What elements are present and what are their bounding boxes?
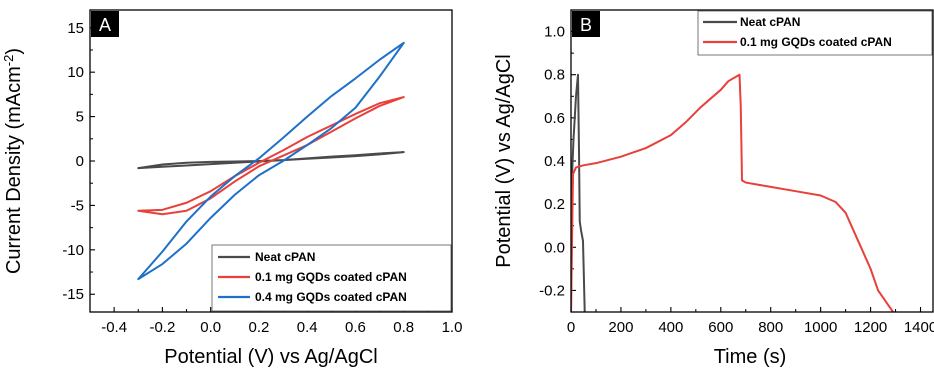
panel-b-y-tick-label: 0.2 bbox=[544, 196, 565, 213]
panel-b-y-tick-label: -0.2 bbox=[539, 282, 565, 299]
panel-a-label: A bbox=[99, 15, 111, 35]
panel-b-legend-label-neat-cpan: Neat cPAN bbox=[740, 15, 800, 29]
panel-a-tick-labels-y: -15 -10 -5 0 5 10 15 bbox=[62, 20, 84, 303]
panel-b-y-tick-label: 0.4 bbox=[544, 153, 565, 170]
panel-a-series-line-2 bbox=[137, 41, 405, 281]
panel-a-y-tick-label: 10 bbox=[67, 64, 84, 81]
panel-a-y-tick-label: -5 bbox=[71, 197, 84, 214]
panel-a-series-line-0 bbox=[137, 151, 405, 170]
panel-a-y-tick-label: 15 bbox=[67, 20, 84, 37]
panel-b-plot-frame bbox=[570, 9, 934, 313]
panel-a-y-axis-label-close: ) bbox=[3, 48, 25, 55]
panel-b-x-axis-label: Time (s) bbox=[714, 346, 787, 368]
panel-a-y-tick-label: 5 bbox=[76, 109, 84, 126]
panel-a-x-tick-label: 0.2 bbox=[249, 319, 270, 336]
panel-a-tick-labels-x: -0.4 -0.2 0.0 0.2 0.4 0.6 0.8 1.0 bbox=[101, 319, 462, 336]
panel-a-y-tick-label: -10 bbox=[62, 242, 84, 259]
panel-a-x-tick-label: 0.6 bbox=[345, 319, 366, 336]
panel-a-x-tick-label: 0.8 bbox=[393, 319, 414, 336]
panel-a-series-lines bbox=[137, 41, 405, 281]
panel-b-legend-box bbox=[697, 10, 933, 56]
panel-a-x-tick-label: 0.4 bbox=[297, 319, 318, 336]
panel-a-x-tick-label: 1.0 bbox=[442, 319, 463, 336]
panel-b-x-tick-label: 200 bbox=[608, 319, 633, 336]
panel-b-y-tick-label: 0.8 bbox=[544, 67, 565, 84]
panel-b-x-tick-label: 600 bbox=[708, 319, 733, 336]
panel-b-label: B bbox=[580, 15, 592, 35]
panel-b-series-line-0 bbox=[571, 73, 586, 312]
panel-a-y-axis-label-superscript: -2 bbox=[1, 55, 16, 67]
panel-a-y-axis-label: Current Density (mAcm-2) bbox=[1, 48, 25, 274]
panel-a-legend-label-neat-cpan: Neat cPAN bbox=[255, 250, 315, 264]
panel-a-legend-label-0-1-mg: 0.1 mg GQDs coated cPAN bbox=[255, 270, 407, 284]
panel-b-tick-labels-x: 0 200 400 600 800 1000 1200 1400 bbox=[567, 319, 934, 336]
panel-a-legend-box bbox=[211, 244, 452, 312]
panel-b-label-background bbox=[572, 11, 600, 37]
panel-b-ticks bbox=[570, 31, 922, 312]
panel-b-x-tick-label: 1400 bbox=[904, 319, 934, 336]
panel-a-x-tick-label: 0.0 bbox=[200, 319, 221, 336]
panel-a-x-tick-label: -0.4 bbox=[101, 319, 127, 336]
panel-b-tick-labels-y: -0.2 0.0 0.2 0.4 0.6 0.8 1.0 bbox=[539, 24, 565, 300]
panel-a-legend-label-0-4-mg: 0.4 mg GQDs coated cPAN bbox=[255, 290, 407, 304]
panel-a-label-badge: A bbox=[91, 11, 119, 37]
panel-b-y-tick-label: 0.6 bbox=[544, 110, 565, 127]
panel-a: -15 -10 -5 0 5 10 15 -0.4 -0.2 0.0 0.2 0.4 0.6 0.8 1.… bbox=[1, 9, 462, 368]
panel-b: -0.2 0.0 0.2 0.4 0.6 0.8 1.0 0 200 400 600 800 1000… bbox=[493, 9, 934, 368]
panel-b-y-tick-label: 1.0 bbox=[544, 24, 565, 41]
panel-b-legend-label-0-1-mg: 0.1 mg GQDs coated cPAN bbox=[740, 35, 892, 49]
panel-b-series-line-1 bbox=[571, 73, 895, 312]
panel-a-x-tick-label: -0.2 bbox=[149, 319, 175, 336]
panel-b-y-tick-label: 0.0 bbox=[544, 239, 565, 256]
panel-b-x-tick-label: 1200 bbox=[854, 319, 887, 336]
panel-a-y-tick-label: 0 bbox=[76, 153, 84, 170]
panel-b-x-tick-label: 400 bbox=[658, 319, 683, 336]
panel-b-x-tick-label: 1000 bbox=[804, 319, 837, 336]
panel-b-label-badge: B bbox=[572, 11, 600, 37]
panel-b-x-tick-label: 0 bbox=[567, 319, 575, 336]
panel-a-y-axis-label-main: Current Density (mAcm bbox=[3, 66, 25, 274]
panel-b-series-lines bbox=[571, 73, 895, 312]
panel-a-label-background bbox=[91, 11, 119, 37]
panel-a-legend: Neat cPAN 0.1 mg GQDs coated cPAN 0.4 mg… bbox=[211, 244, 452, 312]
panel-a-y-tick-label: -15 bbox=[62, 286, 84, 303]
panel-a-plot-frame bbox=[89, 9, 453, 313]
panel-b-x-tick-label: 800 bbox=[758, 319, 783, 336]
panel-a-series-line-1 bbox=[137, 96, 405, 216]
panel-b-y-axis-label: Potential (V) vs Ag/AgCl bbox=[493, 54, 515, 267]
panel-b-legend: Neat cPAN 0.1 mg GQDs coated cPAN bbox=[697, 10, 933, 56]
panel-a-x-axis-label: Potential (V) vs Ag/AgCl bbox=[164, 346, 377, 368]
